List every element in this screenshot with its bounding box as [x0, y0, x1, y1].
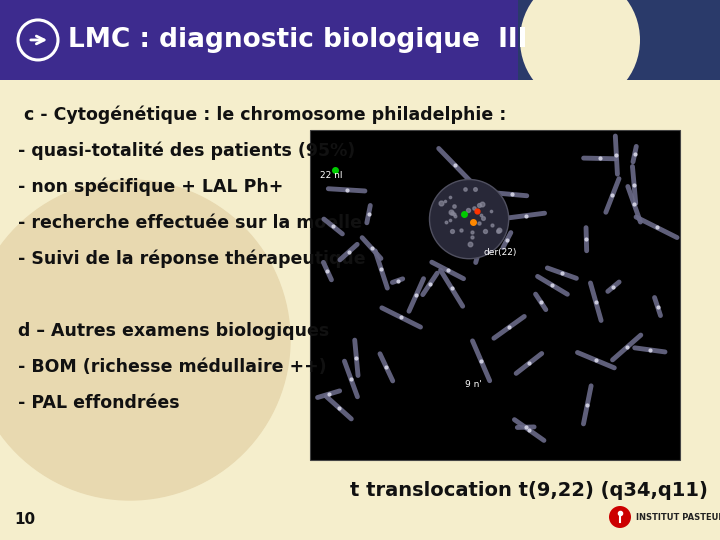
- Text: 9 n': 9 n': [465, 380, 482, 389]
- Text: d – Autres examens biologiques: d – Autres examens biologiques: [18, 322, 329, 340]
- Text: - non spécifique + LAL Ph+: - non spécifique + LAL Ph+: [18, 178, 284, 197]
- Circle shape: [430, 179, 509, 259]
- Ellipse shape: [520, 0, 640, 104]
- Text: LMC : diagnostic biologique  III: LMC : diagnostic biologique III: [68, 27, 527, 53]
- Bar: [518, 0, 720, 80]
- Bar: [310, 130, 680, 460]
- Text: 22 nl: 22 nl: [320, 171, 343, 180]
- Text: c - Cytogénétique : le chromosome philadelphie :: c - Cytogénétique : le chromosome philad…: [18, 106, 506, 124]
- Text: - Suivi de la réponse thérapeutique: - Suivi de la réponse thérapeutique: [18, 250, 366, 268]
- Text: - recherche effectuée sur la moelle: - recherche effectuée sur la moelle: [18, 214, 362, 232]
- Text: INSTITUT PASTEUR: INSTITUT PASTEUR: [636, 512, 720, 522]
- Text: - PAL effondrées: - PAL effondrées: [18, 394, 179, 412]
- Circle shape: [609, 506, 631, 528]
- Text: - quasi-totalité des patients (95%): - quasi-totalité des patients (95%): [18, 142, 355, 160]
- Text: der(22): der(22): [484, 248, 517, 258]
- Circle shape: [0, 180, 290, 500]
- Text: 10: 10: [14, 512, 35, 528]
- Bar: [0, 0, 720, 80]
- Text: - BOM (richesse médullaire ++): - BOM (richesse médullaire ++): [18, 358, 327, 376]
- Text: t translocation t(9,22) (q34,q11): t translocation t(9,22) (q34,q11): [350, 481, 708, 500]
